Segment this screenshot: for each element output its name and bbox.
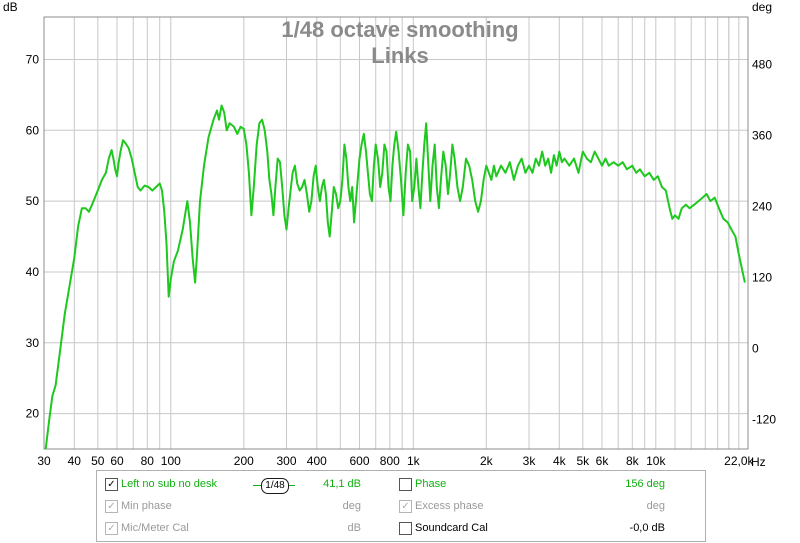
x-axis-ticks: 30 40 50 60 80 100 200 300 400 600 800 1k 2k 3k 4k 5k 6k… [37, 454, 754, 468]
mic-cal-label: Mic/Meter Cal [121, 522, 189, 534]
legend-row-measurement[interactable]: ✓ Left no sub no desk 1/48 41,1 dB [97, 474, 397, 494]
min-phase-value: deg [342, 500, 361, 512]
measurement-checkbox[interactable]: ✓ [105, 478, 118, 491]
soundcard-cal-label: Soundcard Cal [415, 522, 488, 534]
chart-title: 1/48 octave smoothing [281, 17, 519, 42]
phase-value: 156 deg [625, 478, 665, 490]
y2-tick-label: 0 [752, 341, 759, 355]
x-tick-label: 40 [68, 454, 82, 468]
x-tick-label: 60 [110, 454, 124, 468]
x-tick-label: 80 [141, 454, 155, 468]
x-tick-label: 22,0k [724, 454, 754, 468]
mic-cal-checkbox[interactable]: ✓ [105, 522, 118, 535]
soundcard-cal-value: -0,0 dB [629, 522, 665, 534]
y2-tick-label: -120 [752, 412, 776, 426]
x-tick-label: 2k [480, 454, 494, 468]
legend-row-min-phase[interactable]: ✓ Min phase deg [97, 496, 397, 516]
x-tick-label: 800 [380, 454, 400, 468]
soundcard-cal-checkbox[interactable] [399, 522, 412, 535]
x-tick-label: 300 [276, 454, 296, 468]
grid-lines [44, 17, 748, 449]
measurement-value: 41,1 dB [323, 478, 361, 490]
y-tick-label: 70 [26, 52, 40, 66]
y-tick-label: 30 [26, 336, 40, 350]
mic-cal-value: dB [347, 522, 361, 534]
x-tick-label: 3k [523, 454, 537, 468]
series-line-response [44, 104, 746, 450]
y-tick-label: 50 [26, 194, 40, 208]
chart-subtitle: Links [371, 43, 429, 68]
phase-checkbox[interactable] [399, 478, 412, 491]
plot-area [44, 17, 748, 449]
smoothing-badge[interactable]: 1/48 [261, 478, 289, 494]
left-axis-unit: dB [3, 0, 18, 14]
phase-label: Phase [415, 478, 447, 490]
right-axis-unit: deg [752, 0, 773, 14]
y2-tick-label: 480 [752, 57, 772, 71]
legend-row-excess-phase[interactable]: ✓ Excess phase deg [393, 496, 693, 516]
x-tick-label: 200 [234, 454, 254, 468]
frequency-response-chart[interactable]: 20 30 40 50 60 70 -120 0 120 240 360 480 30 40 50 60 8… [0, 0, 800, 470]
excess-phase-value: deg [646, 500, 665, 512]
measurement-label: Left no sub no desk [121, 478, 218, 490]
legend-panel: ✓ Left no sub no desk 1/48 41,1 dB Phase… [96, 470, 706, 542]
x-tick-label: 30 [37, 454, 51, 468]
x-tick-label: 8k [626, 454, 640, 468]
x-tick-label: 100 [161, 454, 181, 468]
x-tick-label: 600 [349, 454, 369, 468]
y-axis-ticks: 20 30 40 50 60 70 [26, 52, 40, 420]
plot-border [43, 16, 749, 450]
x-tick-label: 10k [646, 454, 666, 468]
x-tick-label: 1k [407, 454, 421, 468]
y2-axis-ticks: -120 0 120 240 360 480 [752, 57, 776, 426]
x-axis-unit: Hz [751, 455, 766, 469]
excess-phase-label: Excess phase [415, 500, 484, 512]
y-tick-label: 40 [26, 265, 40, 279]
x-tick-label: 4k [553, 454, 567, 468]
min-phase-label: Min phase [121, 500, 172, 512]
min-phase-checkbox[interactable]: ✓ [105, 500, 118, 513]
legend-row-mic-cal[interactable]: ✓ Mic/Meter Cal dB [97, 518, 397, 538]
y2-tick-label: 360 [752, 128, 772, 142]
x-tick-label: 6k [596, 454, 610, 468]
legend-row-phase[interactable]: Phase 156 deg [393, 474, 693, 494]
y-tick-label: 20 [26, 407, 40, 421]
y2-tick-label: 120 [752, 270, 772, 284]
x-tick-label: 400 [307, 454, 327, 468]
excess-phase-checkbox[interactable]: ✓ [399, 500, 412, 513]
legend-row-soundcard-cal[interactable]: Soundcard Cal -0,0 dB [393, 518, 693, 538]
x-tick-label: 5k [576, 454, 590, 468]
y2-tick-label: 240 [752, 199, 772, 213]
y-tick-label: 60 [26, 123, 40, 137]
x-tick-label: 50 [91, 454, 105, 468]
